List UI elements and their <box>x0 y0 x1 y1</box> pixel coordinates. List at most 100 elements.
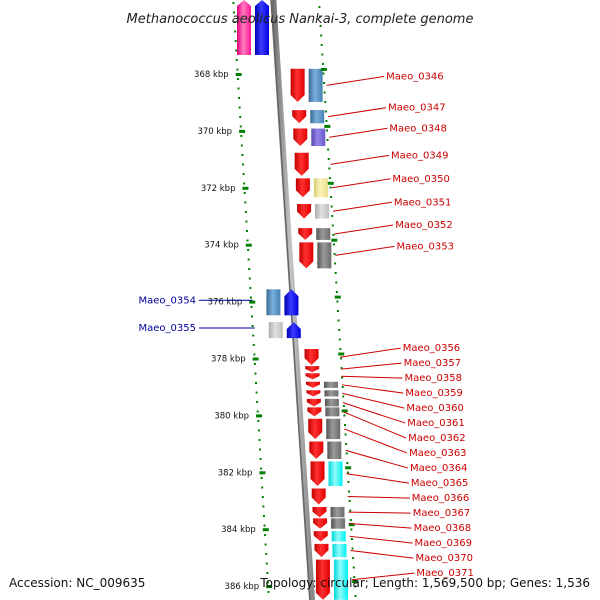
ruler-dot <box>232 11 235 14</box>
gene-label-Maeo_0364: Maeo_0364 <box>410 463 467 474</box>
ruler-dot <box>241 154 244 156</box>
ruler-dot <box>242 173 245 175</box>
axis-tick-right <box>338 352 345 356</box>
gene-label-Maeo_0347: Maeo_0347 <box>388 103 445 114</box>
ruler-dot <box>332 243 335 246</box>
axis-tick-right <box>341 409 348 413</box>
ruler-dot <box>258 448 261 451</box>
axis-tick-label: 382 kbp <box>218 468 253 478</box>
ruler-dot <box>238 106 241 109</box>
label-leader-line <box>342 392 405 409</box>
label-leader-line <box>340 347 401 358</box>
ruler-dot <box>232 2 235 4</box>
ruler-dot <box>242 163 245 166</box>
label-leader-line <box>342 402 406 424</box>
axis-tick <box>235 73 242 76</box>
axis-tick-label: 368 kbp <box>194 70 229 80</box>
ruler-dot <box>256 401 259 403</box>
cds-forward-Maeo_0350 <box>295 178 310 198</box>
label-leader-line <box>334 224 394 235</box>
gene-label-Maeo_0361: Maeo_0361 <box>407 418 464 429</box>
axis-tick-label: 386 kbp <box>225 582 260 592</box>
ruler-dot <box>233 21 236 23</box>
ruler-dot <box>323 82 326 84</box>
ruler-dot <box>236 68 239 71</box>
ruler-dot <box>252 344 255 346</box>
axis-tick <box>245 243 252 247</box>
cog-steel-Maeo_0346 <box>308 68 323 102</box>
ruler-dot <box>354 595 357 597</box>
label-leader-line <box>343 411 407 439</box>
cds-reverse-Maeo_0354 <box>284 289 299 316</box>
accession-text: Accession: NC_009635 <box>9 576 145 590</box>
gene-features-layer <box>237 0 330 600</box>
gene-label-Maeo_0362: Maeo_0362 <box>408 433 465 444</box>
ruler-dot <box>319 25 322 27</box>
ruler-dot <box>331 224 334 227</box>
ruler-dot <box>342 395 345 398</box>
axis-tick <box>252 357 259 361</box>
ruler-dot <box>239 116 242 118</box>
ruler-dot <box>334 262 337 265</box>
cog-grey-Maeo_0359 <box>323 381 338 388</box>
ruler-dot <box>328 177 331 179</box>
ruler-dot <box>262 515 265 517</box>
label-leader-line <box>349 523 412 529</box>
ruler-dot <box>325 129 328 132</box>
ruler-dot <box>240 135 243 137</box>
ruler-dot <box>322 72 325 75</box>
ruler-dot <box>345 452 348 455</box>
ruler-dot <box>341 386 344 388</box>
label-leader-line <box>347 495 410 499</box>
cog-grey-Maeo_0361 <box>324 398 339 407</box>
ruler-dot <box>266 581 269 584</box>
gene-label-Maeo_0350: Maeo_0350 <box>392 174 449 185</box>
label-leader-line <box>348 511 411 514</box>
label-leader-line <box>346 473 409 484</box>
ruler-dot <box>251 325 254 327</box>
cog-grey-Maeo_0352 <box>316 228 331 240</box>
ruler-dot <box>330 205 333 208</box>
ruler-dot <box>328 167 331 170</box>
ruler-dot <box>254 372 257 375</box>
ruler-dot <box>325 120 328 122</box>
ruler-dot <box>333 253 336 255</box>
axis-tick-right <box>327 181 334 185</box>
axis-tick-right <box>352 580 359 584</box>
ruler-dot <box>326 139 329 141</box>
axis-tick-right <box>345 466 352 470</box>
ruler-dot <box>320 44 323 46</box>
cog-grey-Maeo_0368 <box>331 518 346 529</box>
gene-label-Maeo_0349: Maeo_0349 <box>391 150 448 161</box>
cog-cyan-Maeo_0365 <box>328 461 343 487</box>
ruler-dot <box>253 363 256 365</box>
cds-forward-Maeo_0356 <box>304 349 319 366</box>
ruler-dot <box>340 367 343 369</box>
cds-partial-top-blue <box>255 0 269 55</box>
ruler-dot <box>320 34 323 37</box>
ruler-dot <box>329 186 332 189</box>
cog-grey-Maeo_0353 <box>317 242 332 269</box>
cog-purple-Maeo_0348 <box>311 128 326 147</box>
ruler-dot <box>335 281 338 284</box>
gene-label-Maeo_0353: Maeo_0353 <box>397 241 454 252</box>
ruler-dot <box>259 458 262 460</box>
ruler-dot <box>244 201 247 204</box>
axis-tick-label: 376 kbp <box>208 298 243 308</box>
ruler-dot <box>264 543 267 546</box>
cog-grey-Maeo_0363 <box>326 418 341 440</box>
cds-forward-Maeo_0364 <box>309 441 324 459</box>
ruler-dot <box>266 572 269 574</box>
ruler-dot <box>260 467 263 470</box>
ruler-dot <box>248 268 251 270</box>
cds-forward-Maeo_0346 <box>290 68 305 102</box>
ruler-dot <box>353 576 356 578</box>
label-leader-line <box>349 535 413 544</box>
gene-label-Maeo_0354: Maeo_0354 <box>139 295 196 306</box>
cds-forward-Maeo_0362 <box>307 407 322 417</box>
ruler-dot <box>239 125 242 128</box>
ruler-dot <box>353 585 356 588</box>
map-title: Methanococcus aeolicus Nankai-3, complet… <box>127 12 474 27</box>
ruler-dot <box>337 319 340 322</box>
cog-grey-Maeo_0362 <box>325 407 340 417</box>
